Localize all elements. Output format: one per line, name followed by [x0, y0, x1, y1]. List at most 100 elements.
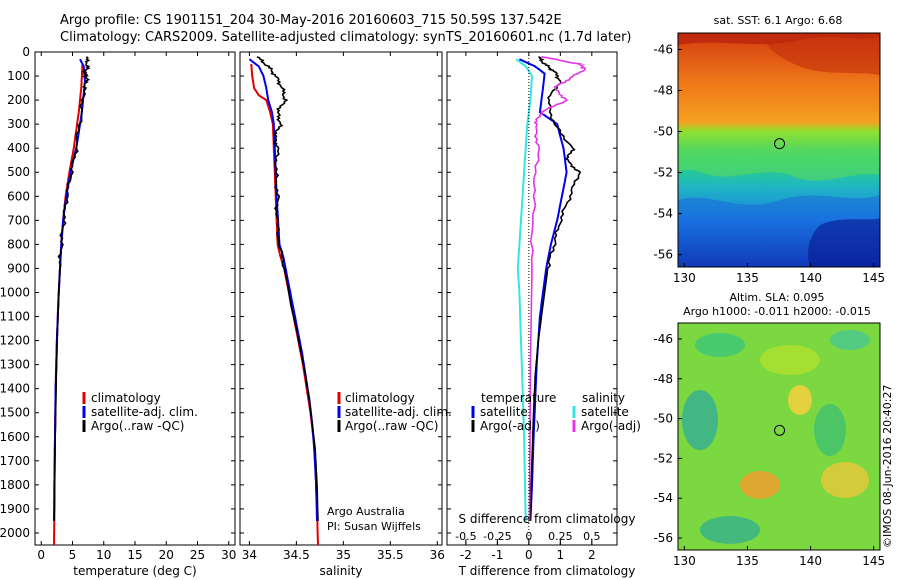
map-lat-label: -52 — [653, 166, 673, 180]
legend-argo-label: Argo(..raw -QC) — [345, 419, 438, 433]
satellite-curve — [248, 58, 318, 522]
legend-climatology-label: climatology — [91, 391, 161, 405]
sla-low-patch — [830, 330, 870, 350]
map-lat-label: -50 — [653, 412, 673, 426]
map-lat-label: -50 — [653, 125, 673, 139]
sla-map-title1: Altim. SLA: 0.095 — [729, 291, 824, 304]
legend-satellite-label: satellite-adj. clim. — [91, 405, 198, 419]
sla-high-patch — [788, 385, 812, 415]
x-tick-label: 35 — [336, 548, 351, 562]
map-lat-label: -48 — [653, 372, 673, 386]
s-tick-label: 0 — [525, 530, 532, 543]
depth-tick-label: 1400 — [0, 382, 30, 396]
sla-low-patch — [700, 516, 760, 544]
sla-map-title2: Argo h1000: -0.011 h2000: -0.015 — [683, 305, 871, 318]
depth-tick-label: 500 — [7, 165, 30, 179]
depth-tick-label: 1200 — [0, 334, 30, 348]
depth-tick-label: 100 — [7, 69, 30, 83]
depth-tick-label: 0 — [22, 45, 30, 59]
sst-float-marker — [774, 138, 786, 150]
x-tick-label: 30 — [221, 548, 236, 562]
x-tick-label: -1 — [491, 548, 503, 562]
depth-tick-label: 800 — [7, 237, 30, 251]
s-satellite-diff-curve — [515, 58, 534, 522]
x-axes: 0 5 10 15 20 25 30 34 34.5 35 35.5 36 -2 -1 0 1 2 -0.5 -0.… — [37, 52, 601, 562]
x-tick-label: 1 — [557, 548, 565, 562]
depth-tick-label: 1800 — [0, 478, 30, 492]
map-lon-label: 135 — [736, 271, 759, 285]
s-tick-label: -0.25 — [483, 530, 511, 543]
x-tick-label: 34 — [242, 548, 257, 562]
legend-s-argo-label: Argo(-adj) — [581, 419, 641, 433]
x-tick-label: 0 — [37, 548, 45, 562]
map-lat-label: -46 — [653, 42, 673, 56]
temperature-legend: climatology satellite-adj. clim. Argo(..… — [82, 391, 198, 433]
sla-high-patch — [760, 345, 820, 375]
sla-map-frame — [677, 322, 881, 551]
depth-tick-label: 2000 — [0, 526, 30, 540]
sla-low-patch — [814, 404, 846, 456]
map-lat-label: -56 — [653, 248, 673, 262]
difference-legend: temperature salinity satellite Argo(-adj… — [471, 391, 641, 433]
sst-cold-patch — [808, 218, 880, 267]
depth-tick-label: 1700 — [0, 454, 30, 468]
depth-axis: 0 100 200 300 400 500 600 700 800 900 1000 1100 1200… — [0, 45, 617, 540]
depth-tick-label: 900 — [7, 261, 30, 275]
depth-tick-label: 600 — [7, 189, 30, 203]
sla-map — [677, 322, 881, 551]
difference-xlabel: T difference from climatology — [458, 564, 636, 578]
depth-tick-label: 200 — [7, 93, 30, 107]
depth-tick-label: 300 — [7, 117, 30, 131]
argo-curve — [53, 56, 91, 521]
x-tick-label: 5 — [69, 548, 77, 562]
x-tick-label: 36 — [430, 548, 445, 562]
s-difference-label: S difference from climatology — [459, 512, 636, 526]
imos-watermark: ©IMOS 08-Jun-2016 20:40:27 — [881, 384, 894, 548]
depth-tick-label: 1100 — [0, 310, 30, 324]
sla-low-patch — [695, 333, 745, 357]
depth-tick-label: 1900 — [0, 502, 30, 516]
x-tick-label: 0 — [525, 548, 533, 562]
sla-low-patch — [682, 390, 718, 450]
legend-t-satellite-label: satellite — [480, 405, 528, 419]
map-lon-label: 145 — [862, 554, 885, 568]
depth-tick-label: 1000 — [0, 285, 30, 299]
salinity-panel-frame — [239, 51, 443, 546]
temperature-xlabel: temperature (deg C) — [73, 564, 196, 578]
legend-salinity-heading: salinity — [582, 391, 625, 405]
map-lon-label: 140 — [799, 554, 822, 568]
climatology-curve — [250, 63, 319, 545]
map-lon-label: 145 — [862, 271, 885, 285]
depth-tick-label: 1300 — [0, 358, 30, 372]
depth-tick-label: 1500 — [0, 406, 30, 420]
depth-tick-label: 400 — [7, 141, 30, 155]
sla-high-patch — [740, 471, 780, 499]
legend-climatology-label: climatology — [345, 391, 415, 405]
salinity-legend: climatology satellite-adj. clim. Argo(..… — [337, 391, 452, 433]
panel-curves — [248, 56, 319, 545]
map-lon-label: 140 — [799, 271, 822, 285]
map-lon-label: 130 — [673, 554, 696, 568]
x-tick-label: -2 — [460, 548, 472, 562]
argo-curve — [256, 56, 319, 522]
legend-satellite-label: satellite-adj. clim. — [345, 405, 452, 419]
x-tick-label: 25 — [190, 548, 205, 562]
s-tick-label: 0.25 — [548, 530, 573, 543]
x-tick-label: 34.5 — [283, 548, 310, 562]
depth-tick-label: 1600 — [0, 430, 30, 444]
x-tick-label: 15 — [127, 548, 142, 562]
s-tick-label: 0.5 — [583, 530, 601, 543]
sla-high-patch — [821, 462, 869, 498]
x-tick-label: 35.5 — [377, 548, 404, 562]
t-argo-diff-curve — [529, 56, 582, 522]
map-lat-label: -56 — [653, 531, 673, 545]
x-tick-label: 2 — [588, 548, 596, 562]
profile-curves — [53, 56, 587, 545]
map-lat-label: -54 — [653, 207, 673, 221]
map-lat-label: -48 — [653, 83, 673, 97]
map-lon-label: 130 — [673, 271, 696, 285]
salinity-xlabel: salinity — [319, 564, 362, 578]
